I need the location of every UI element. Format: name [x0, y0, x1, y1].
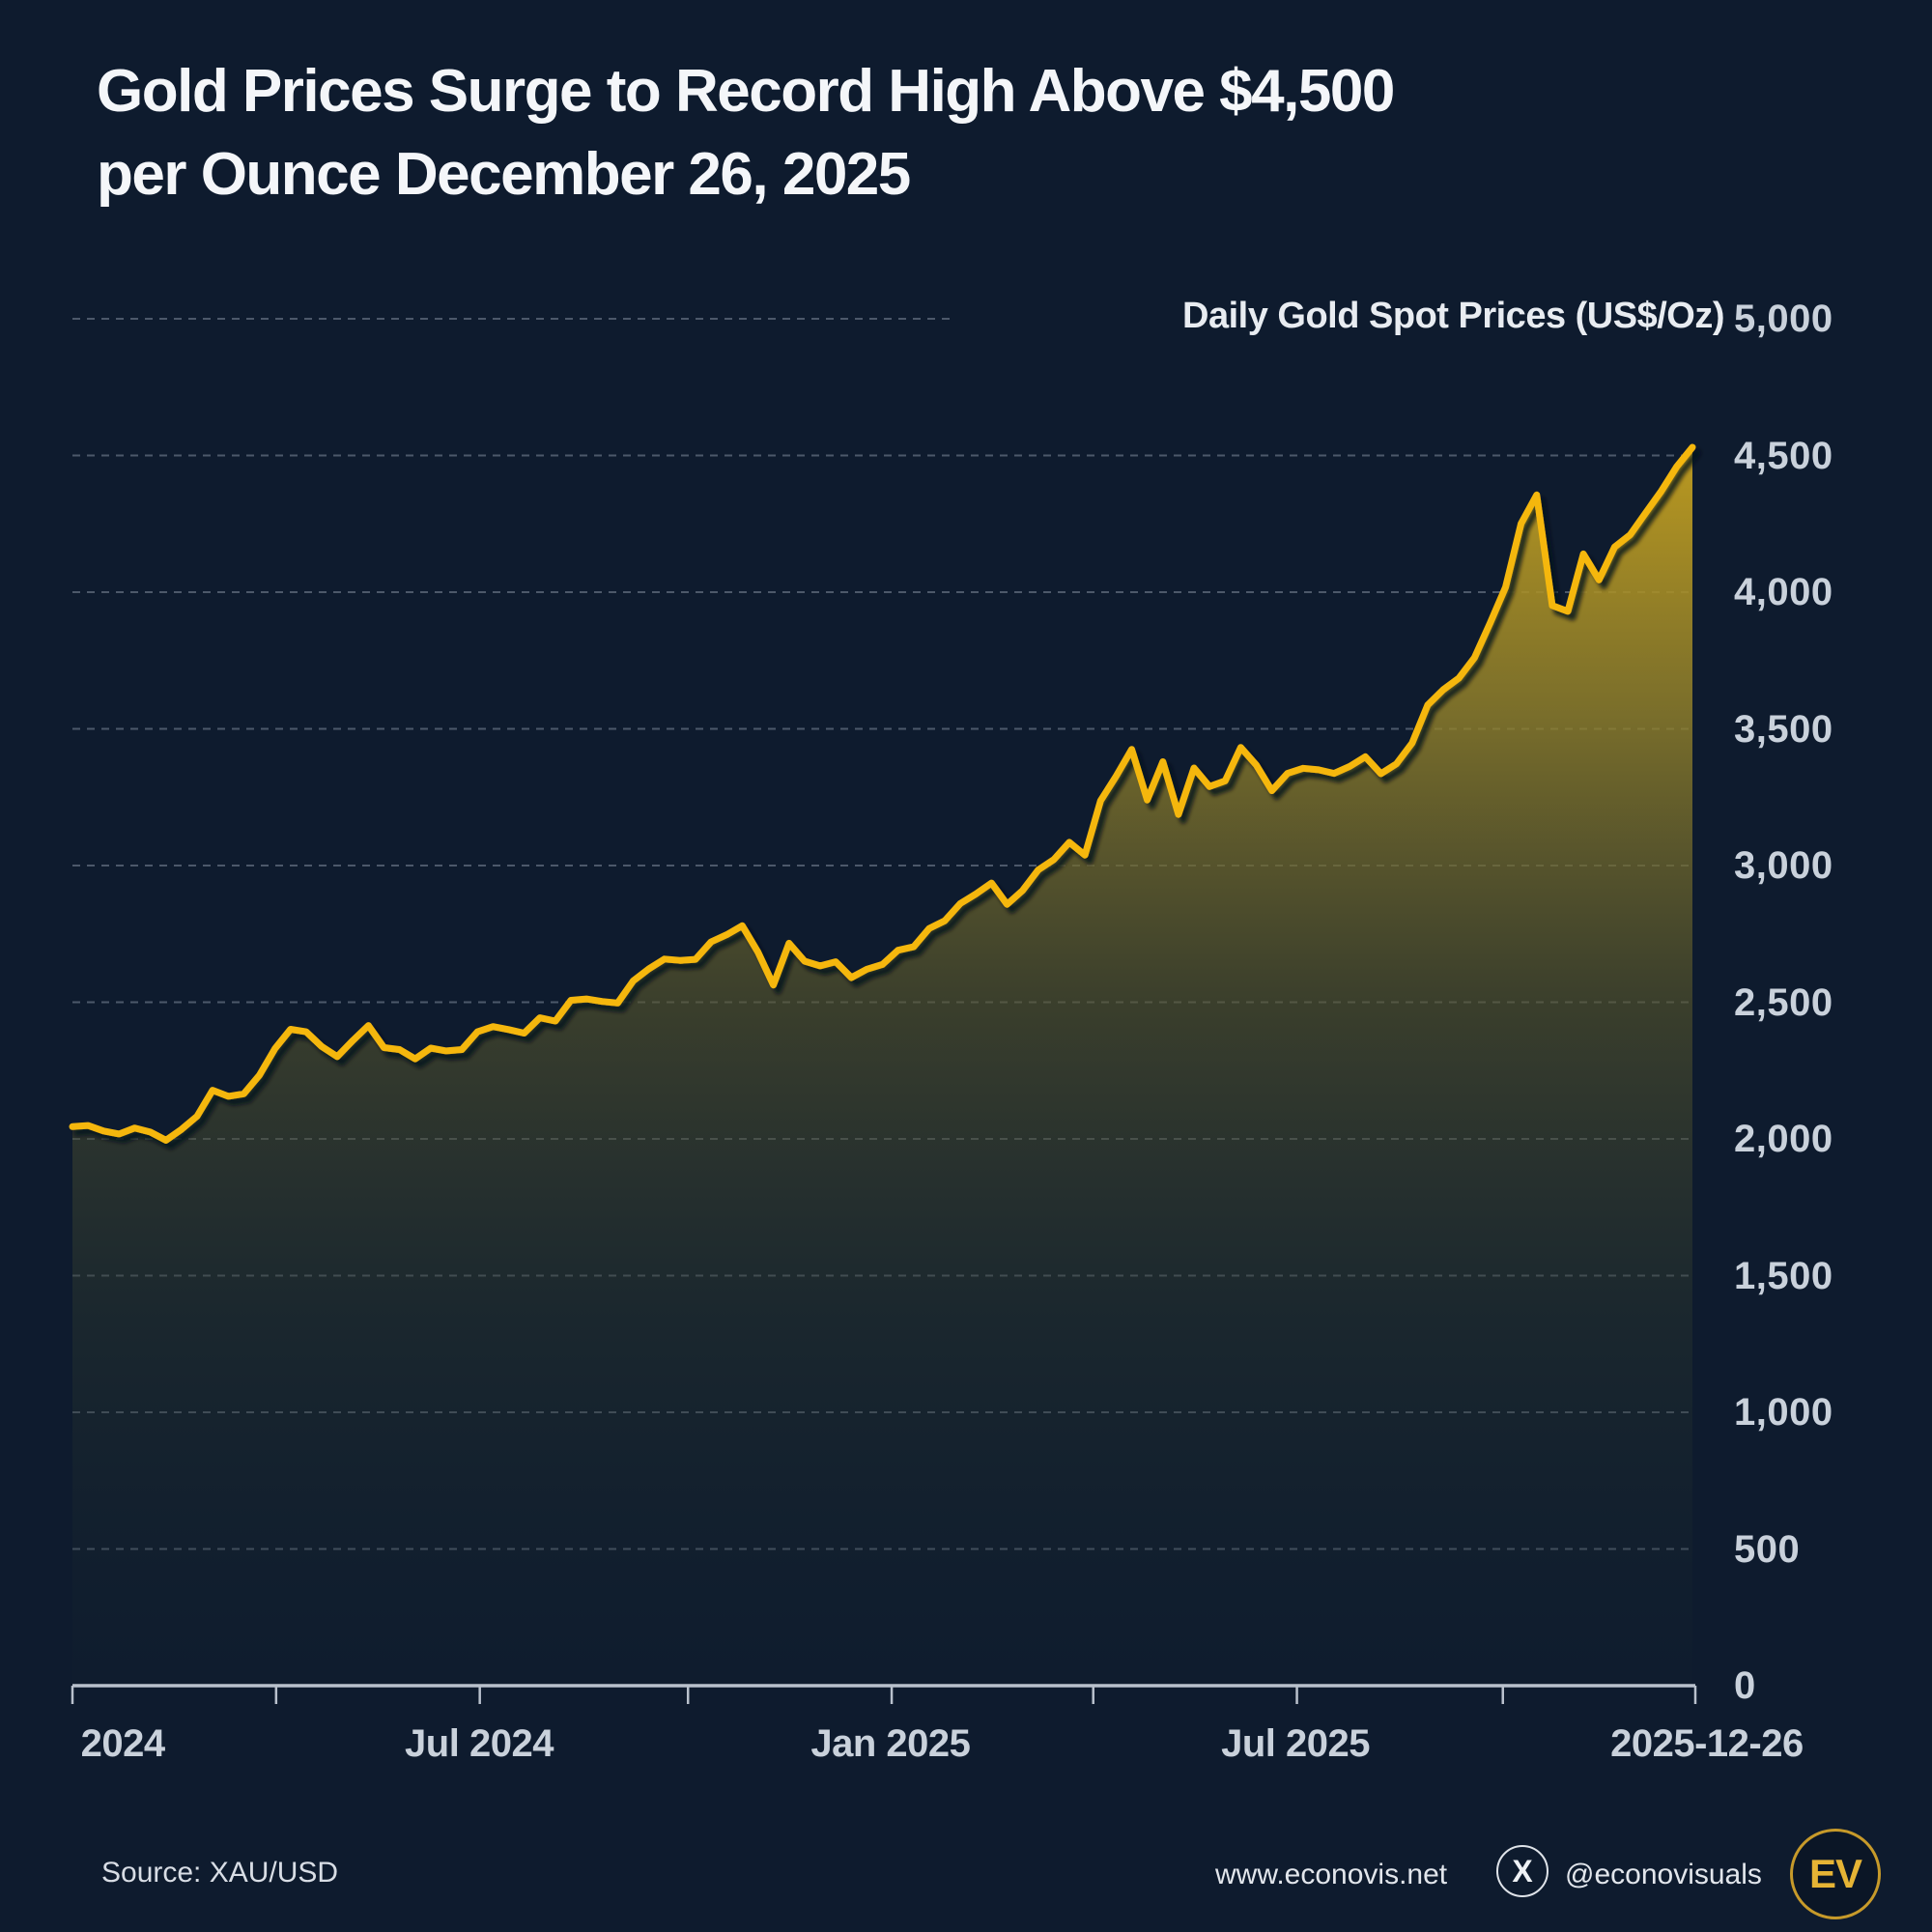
chart-title-line1: Gold Prices Surge to Record High Above $… — [97, 58, 1395, 125]
gold-price-line — [69, 443, 1696, 1144]
x-axis-label-1: Jul 2024 — [405, 1722, 554, 1765]
y-axis-label-3000: 3,000 — [1734, 844, 1833, 887]
y-axis-label-4000: 4,000 — [1734, 571, 1833, 613]
footer-website-link[interactable]: www.econovis.net — [1215, 1859, 1448, 1890]
series-legend-label: Daily Gold Spot Prices (US$/Oz) — [1182, 296, 1724, 336]
econovisuals-logo: EV — [1790, 1829, 1881, 1919]
y-axis-label-1000: 1,000 — [1734, 1391, 1833, 1434]
y-axis-label-0: 0 — [1734, 1664, 1756, 1707]
footer-x-handle[interactable]: @econovisuals — [1565, 1859, 1762, 1890]
y-axis-label-500: 500 — [1734, 1527, 1801, 1571]
y-axis-label-1500: 1,500 — [1734, 1254, 1833, 1297]
area-fill-under-price-line — [72, 447, 1692, 1686]
chart-title: Gold Prices Surge to Record High Above $… — [97, 50, 1604, 215]
source-note: Source: XAU/USD — [101, 1857, 339, 1889]
x-logo-icon[interactable]: X — [1496, 1845, 1548, 1897]
y-axis-label-2500: 2,500 — [1734, 980, 1833, 1024]
chart-title-line2: per Ounce December 26, 2025 — [97, 140, 911, 208]
y-axis-label-5000: 5,000 — [1734, 298, 1833, 340]
x-axis-label-0: 2024 — [80, 1722, 165, 1765]
x-axis-label-4: 2025-12-26 — [1610, 1722, 1804, 1765]
x-axis — [71, 1684, 1697, 1704]
x-axis-label-2: Jan 2025 — [810, 1722, 971, 1765]
y-axis-label-3500: 3,500 — [1734, 707, 1833, 751]
y-axis-label-2000: 2,000 — [1734, 1118, 1833, 1160]
x-axis-label-3: Jul 2025 — [1221, 1722, 1370, 1765]
y-axis-label-4500: 4,500 — [1734, 434, 1833, 477]
